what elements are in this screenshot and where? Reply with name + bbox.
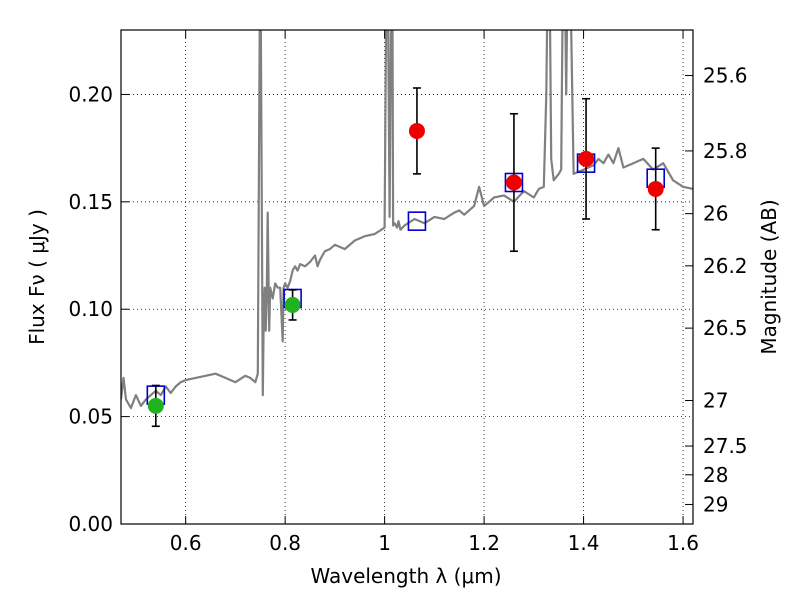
x-axis-label: Wavelength λ (μm): [310, 564, 501, 588]
observed-point: [147, 397, 164, 414]
model-photometry-point: [407, 211, 427, 231]
y2-tick-label: 29: [703, 492, 728, 516]
spectrum-line: [121, 30, 693, 410]
y-tick-label: 0.10: [68, 297, 113, 321]
y-tick-label: 0.20: [68, 82, 113, 106]
plot-area: [121, 30, 693, 428]
y-tick-label: 0.00: [68, 512, 113, 536]
x-tick-label: 1.6: [667, 531, 699, 555]
axes-frame: [120, 29, 694, 525]
y2-axis-label: Magnitude (AB): [757, 199, 781, 354]
y2-tick-label: 26.5: [703, 316, 748, 340]
x-tick-label: 1.2: [468, 531, 500, 555]
x-tick-label: 1: [378, 531, 391, 555]
y-axis-label: Flux Fν ( μJy ): [25, 209, 49, 345]
y2-tick-label: 26.2: [703, 254, 748, 278]
y-tick-label: 0.05: [68, 405, 113, 429]
y2-tick-label: 27.5: [703, 434, 748, 458]
x-tick-label: 0.6: [170, 531, 202, 555]
y2-tick-label: 25.8: [703, 139, 748, 163]
x-tick-label: 1.4: [568, 531, 600, 555]
observed-point: [505, 174, 522, 191]
y-tick-label: 0.15: [68, 190, 113, 214]
observed-point: [647, 180, 664, 197]
observed-point: [284, 296, 301, 313]
x-tick-label: 0.8: [269, 531, 301, 555]
observed-point: [578, 150, 595, 167]
y2-tick-label: 26: [703, 202, 728, 226]
observed-point: [408, 122, 425, 139]
y2-tick-label: 28: [703, 463, 728, 487]
ticks: 0.6 0.8 1 1.2 1.4 1.6 0.00 0.05 0.10 0.15 0.20 25.6…: [68, 30, 748, 555]
y2-tick-label: 27: [703, 389, 728, 413]
y2-tick-label: 25.6: [703, 64, 748, 88]
